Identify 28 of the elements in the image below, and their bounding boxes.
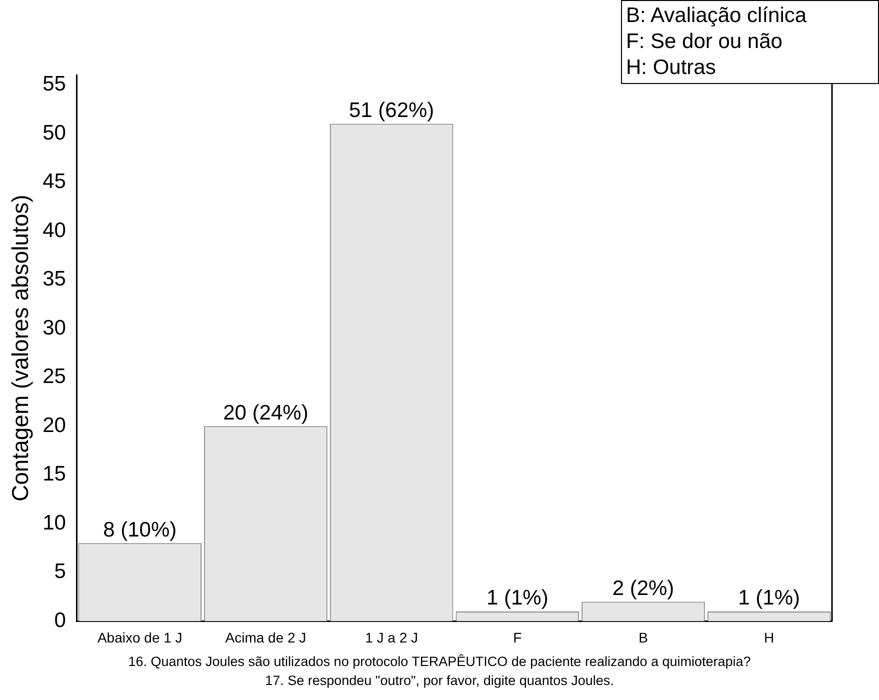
key-box: B: Avaliação clínica F: Se dor ou não H: Outras (621, 0, 879, 84)
y-tick-label: 30 (42, 316, 66, 340)
y-tick-label: 15 (42, 462, 66, 486)
x-tick-label: B (638, 629, 648, 646)
data-label: 20 (24%) (223, 401, 308, 424)
annotation: H: Outras (626, 55, 717, 81)
data-label: 51 (62%) (348, 99, 434, 122)
y-tick-label: 25 (42, 365, 66, 388)
x-axis-title: 16. Quantos Joules são utilizados no protocolo TERAPÊUTICO de paciente realizando a quimioterapia? 17. Se respondeu "outro", por favor, digite quantos Joules. (127, 653, 752, 690)
x-tick-label: Acima de 2 J (225, 629, 306, 646)
y-tick-label: 35 (42, 268, 66, 291)
x-tick-label: 1 J a 2 J (365, 629, 418, 646)
y-tick-label: 20 (42, 414, 66, 437)
y-tick-label: 40 (42, 218, 66, 242)
y-tick-label: 45 (42, 170, 66, 194)
y-tick-label: 0 (54, 608, 66, 632)
y-tick-label: 55 (42, 72, 66, 96)
y-axis-title: Contagem (valores absolutos) (7, 194, 34, 502)
data-label: 1 (1%) (738, 586, 800, 610)
x-tick-label: H (764, 629, 774, 646)
y-tick-label: 5 (54, 560, 66, 584)
y-tick-label: 50 (42, 121, 66, 144)
x-tick-label: F (513, 629, 522, 646)
data-label: 1 (1%) (486, 586, 548, 610)
y-tick-label: 10 (42, 511, 66, 534)
data-label: 2 (2%) (612, 576, 674, 600)
data-label: 8 (10%) (103, 518, 177, 542)
x-tick-label: Abaixo de 1 J (97, 629, 182, 646)
